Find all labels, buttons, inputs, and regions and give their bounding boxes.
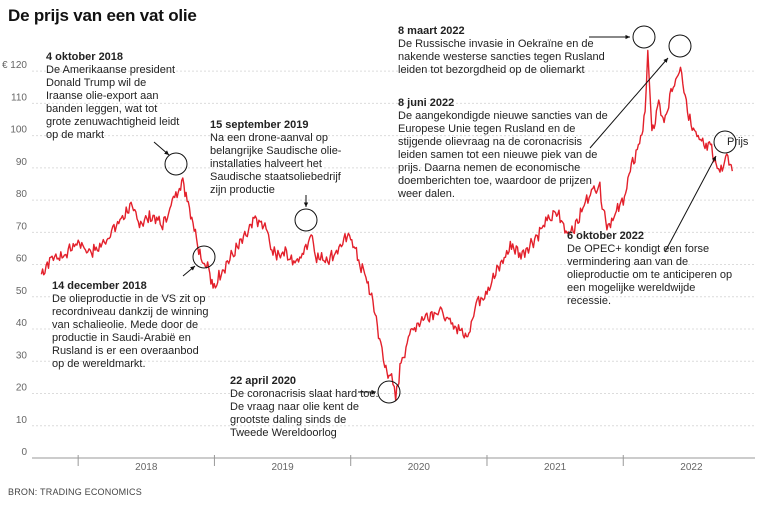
arrow-head-icon: [625, 34, 630, 40]
price-line: [40, 49, 733, 402]
y-tick-label: 70: [16, 221, 28, 232]
y-tick-label: 20: [16, 383, 28, 394]
annotation-line: De OPEC+ kondigt een forse: [567, 243, 709, 255]
annotation-line: een mogelijke wereldwijde: [567, 282, 695, 294]
x-tick-label: 2021: [544, 462, 567, 473]
series-label-prijs: Prijs: [727, 136, 749, 148]
annotation-line: grootste daling sinds de: [230, 414, 346, 426]
y-tick-label: € 120: [2, 60, 27, 71]
arrow-head-icon: [303, 202, 309, 207]
annotation-line: installaties halveert het: [210, 158, 322, 170]
y-tick-label: 100: [10, 125, 27, 136]
annotation-line: doemberichten toe, waardoor de prijzen: [398, 175, 592, 187]
annotation-line: De Amerikaanse president: [46, 64, 175, 76]
annotation-line: weer dalen.: [397, 188, 455, 200]
annotation-line: Na een drone-aanval op: [210, 132, 328, 144]
annotation-line: De coronacrisis slaat hard toe.: [230, 388, 379, 400]
annotation-line: van schalieolie. Mede door de: [52, 319, 198, 331]
annotation-line: Iraanse olie-export aan: [46, 90, 159, 102]
grid: [32, 70, 755, 459]
event-marker-circle: [713, 130, 737, 154]
x-tick-label: 2018: [135, 462, 158, 473]
annotation-date: 8 maart 2022: [398, 25, 465, 37]
event-marker-circle: [632, 25, 656, 49]
y-tick-label: 90: [16, 157, 28, 168]
annotation-line: recordniveau dankzij de winning: [52, 306, 209, 318]
x-tick-label: 2019: [271, 462, 294, 473]
y-tick-label: 30: [16, 350, 28, 361]
annotation-line: nakende westerse sancties tegen Rusland: [398, 51, 605, 63]
annotation-line: stijgende olievraag na de coronacrisis: [398, 136, 583, 148]
annotation-date: 22 april 2020: [230, 375, 296, 387]
event-marker-circle: [294, 208, 318, 232]
y-tick-label: 110: [11, 92, 27, 103]
event-connector: [589, 57, 669, 149]
arrow-head-icon: [663, 58, 668, 63]
event-marker-circle: [164, 152, 188, 176]
arrow-head-icon: [190, 266, 195, 271]
y-tick-label: 40: [16, 318, 28, 329]
arrow-head-icon: [164, 150, 169, 155]
y-tick-labels: 0 10 20 30 40 50 60 70 80 90 100 110 € 120: [2, 60, 27, 458]
annotation-line: Europese Unie tegen Rusland en de: [398, 123, 575, 135]
annotation-date: 4 oktober 2018: [46, 51, 123, 63]
event-marker-circle: [377, 380, 401, 404]
annotation-line: olieproductie om te anticiperen op: [567, 269, 732, 281]
annotation-line: recessie.: [567, 295, 611, 307]
annotation-line: op de wereldmarkt.: [52, 358, 146, 370]
event-marker-circle: [668, 34, 692, 58]
arrow-head-icon: [371, 389, 376, 395]
event-markers: [153, 25, 737, 404]
annotation-date: 14 december 2018: [52, 280, 147, 292]
annotation-line: productie in Saudi-Arabië en: [52, 332, 191, 344]
annotation-line: op de markt: [46, 129, 104, 141]
y-tick-label: 0: [21, 447, 27, 458]
annotation-date: 15 september 2019: [210, 119, 308, 131]
page-title: De prijs van een vat olie: [8, 6, 197, 25]
annotation-line: leiden tot bezorgdheid op de oliemarkt: [398, 64, 585, 76]
price-series: [40, 49, 733, 402]
annotation-line: Saudische staatsoliebedrijf: [210, 171, 342, 183]
annotation-date: 8 juni 2022: [398, 97, 454, 109]
arrow-head-icon: [711, 156, 716, 161]
x-tick-labels: 2018 2019 2020 2021 2022: [77, 455, 703, 473]
y-tick-label: 60: [16, 254, 28, 265]
annotation-line: zijn productie: [210, 184, 275, 196]
annotation-line: Rusland is er een overaanbod: [52, 345, 199, 357]
annotation-line: De olieproductie in de VS zit op: [52, 293, 205, 305]
annotation-line: De vraag naar olie kent de: [230, 401, 359, 413]
y-tick-label: 10: [16, 415, 28, 426]
annotation-line: leiden samen tot een nieuwe piek van de: [398, 149, 597, 161]
annotation-line: belangrijke Saudische olie-: [210, 145, 342, 157]
annotation-line: banden leggen, wat tot: [46, 103, 157, 115]
annotation-line: grote zenuwachtigheid leidt: [46, 116, 179, 128]
annotation-line: De aangekondigde nieuwe sancties van de: [398, 110, 608, 122]
y-tick-label: 80: [16, 189, 28, 200]
event-marker-circle: [192, 245, 216, 269]
annotation-line: vermindering aan van de: [567, 256, 688, 268]
source-credit: BRON: TRADING ECONOMICS: [8, 487, 142, 497]
event-connector: [664, 155, 717, 253]
annotation-line: De Russische invasie in Oekraïne en de: [398, 38, 594, 50]
annotation-line: Tweede Wereldoorlog: [230, 427, 337, 439]
y-tick-label: 50: [16, 286, 28, 297]
x-tick-label: 2022: [680, 462, 703, 473]
annotation-date: 6 oktober 2022: [567, 230, 644, 242]
x-tick-label: 2020: [408, 462, 431, 473]
annotation-line: prijs. Daarna nemen de economische: [398, 162, 580, 174]
annotation-line: Donald Trump wil de: [46, 77, 146, 89]
